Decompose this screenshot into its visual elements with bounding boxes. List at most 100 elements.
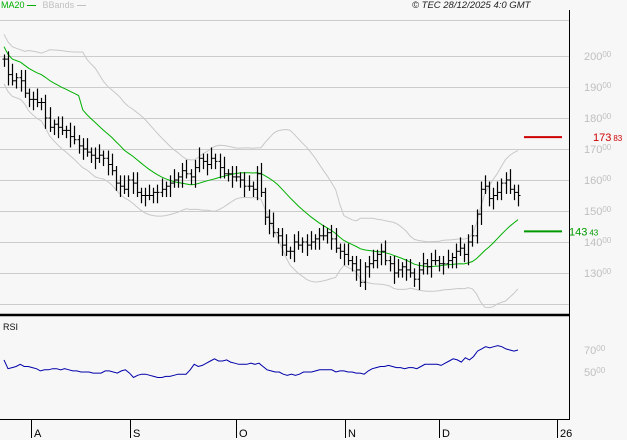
ohlc-bar <box>458 237 463 256</box>
ohlc-bar <box>313 234 318 250</box>
ohlc-bar <box>77 135 82 154</box>
ohlc-bar <box>441 255 446 275</box>
ohlc-bar <box>139 187 144 204</box>
price-label: 19000 <box>584 81 612 94</box>
copyright-text: © TEC 28/12/2025 4:0 GMT <box>412 0 531 11</box>
bband-upper <box>3 34 519 243</box>
legend-bbands: BBands <box>43 0 86 10</box>
x-tick-label: N <box>348 428 356 440</box>
ohlc-bar <box>48 107 53 132</box>
bollinger-bands <box>3 34 519 309</box>
price-label: 20000 <box>584 50 612 63</box>
ohlc-bar <box>408 259 413 278</box>
ma20-line <box>3 46 519 267</box>
ohlc-bar <box>180 162 185 188</box>
ohlc-bar <box>205 153 210 176</box>
ohlc-bar <box>93 147 98 170</box>
ohlc-bar <box>317 228 322 250</box>
ohlc-bar <box>371 249 376 269</box>
ohlc-bar <box>251 181 256 198</box>
ohlc-bar <box>475 209 480 244</box>
ohlc-bar <box>151 187 156 204</box>
ohlc-bar <box>147 184 152 201</box>
ohlc-bar <box>446 249 451 269</box>
price-label: 17000 <box>584 143 612 156</box>
ohlc-bar <box>172 169 177 188</box>
chart-legend: MA20 BBands <box>1 0 86 11</box>
ohlc-bar <box>56 116 61 139</box>
ohlc-bar <box>280 228 285 256</box>
ohlc-bar <box>209 147 214 170</box>
ohlc-bar <box>101 150 106 167</box>
ohlc-bar <box>6 51 11 86</box>
ohlc-bar <box>404 259 409 281</box>
ohlc-bar <box>462 243 467 263</box>
rsi-title: RSI <box>3 322 19 332</box>
ohlc-bar <box>2 54 7 67</box>
ohlc-bar <box>184 159 189 179</box>
ohlc-bar <box>483 175 488 194</box>
ohlc-bar <box>499 178 504 201</box>
x-tick-label: S <box>133 428 140 440</box>
ohlc-bar <box>72 125 77 145</box>
ohlc-bar <box>479 181 484 225</box>
ohlc-bar <box>491 187 496 210</box>
ohlc-bar <box>363 262 368 291</box>
ohlc-bar <box>263 187 268 225</box>
legend-ma20: MA20 <box>1 0 39 10</box>
ohlc-bar <box>197 147 202 173</box>
price-axis-labels: 20000 19000 18000 17000 16000 15000 14000 13000… <box>569 50 623 379</box>
ohlc-bar <box>367 255 372 278</box>
ohlc-bar <box>375 249 380 269</box>
ohlc-bar <box>466 234 471 266</box>
ohlc-bar <box>321 224 326 241</box>
ohlc-bar <box>131 172 136 194</box>
ohlc-bar <box>234 166 239 182</box>
legend-ma20-swatch <box>27 5 37 7</box>
ohlc-bar <box>122 175 127 194</box>
ohlc-bar <box>329 224 334 250</box>
ohlc-bar <box>60 116 65 136</box>
price-label: 16000 <box>584 174 612 187</box>
bband-lower <box>3 83 519 309</box>
ohlc-bar <box>512 184 517 201</box>
ohlc-bar <box>85 138 90 157</box>
ohlc-bar <box>110 153 115 176</box>
ohlc-bar <box>350 255 355 272</box>
ohlc-bar <box>52 119 57 136</box>
ohlc-bar <box>10 63 15 86</box>
ohlc-bar <box>193 159 198 188</box>
ohlc-bar <box>155 184 160 204</box>
ohlc-bar <box>508 169 513 194</box>
ohlc-bar <box>31 91 36 111</box>
ohlc-bar <box>189 169 194 185</box>
ohlc-bar <box>135 172 140 198</box>
ohlc-bar <box>106 150 111 176</box>
ohlc-bar <box>143 187 148 207</box>
ohlc-bar <box>247 175 252 191</box>
ohlc-bar <box>160 178 165 198</box>
ohlc-bar <box>346 243 351 266</box>
ohlc-bar <box>296 231 301 250</box>
ohlc-bar <box>168 175 173 198</box>
ohlc-bar <box>396 259 401 278</box>
ohlc-bar <box>433 249 438 266</box>
ohlc-bar <box>126 175 131 198</box>
ohlc-bar <box>222 156 227 179</box>
price-label: 18000 <box>584 112 612 125</box>
ohlc-bar <box>19 69 24 92</box>
ohlc-bar <box>417 262 422 291</box>
ohlc-bar <box>300 237 305 253</box>
ohlc-bar <box>230 166 235 188</box>
legend-bbands-swatch <box>76 5 86 7</box>
ohlc-bar <box>516 184 521 207</box>
x-tick-label: 26 <box>560 428 572 440</box>
ohlc-bar <box>437 255 442 272</box>
ohlc-bar <box>114 166 119 191</box>
ohlc-bar <box>64 125 69 139</box>
x-tick-label: O <box>239 428 248 440</box>
ohlc-bar <box>89 147 94 163</box>
ohlc-bar <box>470 224 475 247</box>
ohlc-bar <box>68 122 73 148</box>
